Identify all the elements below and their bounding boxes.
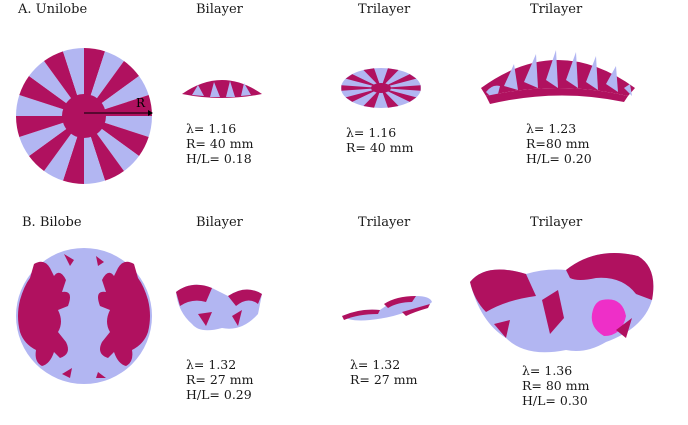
star-ray [381,74,417,88]
section-b-label: B. Bilobe [22,215,82,230]
param-b2-radius: R= 27 mm [350,372,418,387]
star-ray [381,85,421,91]
param-b3-radius: R= 80 mm [522,378,590,393]
star-ray [381,88,417,102]
col-b3-header: Trilayer [530,215,583,230]
param-b1-radius: R= 27 mm [186,372,254,387]
unilobe-trilayer-star [341,68,421,108]
param-b3-lambda: λ= 1.36 [522,363,573,378]
col-a2-header: Trilayer [358,2,411,17]
params-a2: λ= 1.16 R= 40 mm [346,125,413,155]
param-b1-hl: H/L= 0.29 [186,387,252,402]
param-b3-hl: H/L= 0.30 [522,393,588,408]
param-a3-radius: R=80 mm [526,136,590,151]
param-a2-lambda: λ= 1.16 [346,125,397,140]
bilobe-flat-disk [16,248,152,384]
param-a3-hl: H/L= 0.20 [526,151,592,166]
param-a1-lambda: λ= 1.16 [186,121,237,136]
unilobe-trilayer-dome [481,50,635,104]
bilobe-trilayer-strip [342,296,432,321]
unilobe-bilayer-dome [182,80,262,98]
star-ray [381,68,399,88]
params-b2: λ= 1.32 R= 27 mm [350,357,417,387]
star-ray [363,68,381,88]
col-a1-header: Bilayer [196,2,243,17]
radius-arrow-head [148,110,153,116]
params-b1: λ= 1.32 R= 27 mm H/L= 0.29 [186,357,253,402]
param-b1-lambda: λ= 1.32 [186,357,237,372]
unilobe-flat-disk: R [16,48,153,184]
params-b3: λ= 1.36 R= 80 mm H/L= 0.30 [522,363,589,408]
params-a3: λ= 1.23 R=80 mm H/L= 0.20 [526,121,592,166]
params-a1: λ= 1.16 R= 40 mm H/L= 0.18 [186,121,253,166]
star-ray [381,88,399,108]
col-b2-header: Trilayer [358,215,411,230]
star-ray [341,85,381,91]
param-a1-hl: H/L= 0.18 [186,151,252,166]
section-a-label: A. Unilobe [18,2,88,17]
radius-label: R [136,96,146,110]
col-b1-header: Bilayer [196,215,243,230]
param-a2-radius: R= 40 mm [346,140,414,155]
param-a3-lambda: λ= 1.23 [526,121,577,136]
star-ray [345,88,381,102]
star-ray [363,88,381,108]
col-a3-header: Trilayer [530,2,583,17]
bilobe-trilayer-saddle [470,253,654,353]
param-b2-lambda: λ= 1.32 [350,357,401,372]
bilobe-bilayer-saddle [176,284,262,331]
param-a1-radius: R= 40 mm [186,136,254,151]
star-ray [345,74,381,88]
